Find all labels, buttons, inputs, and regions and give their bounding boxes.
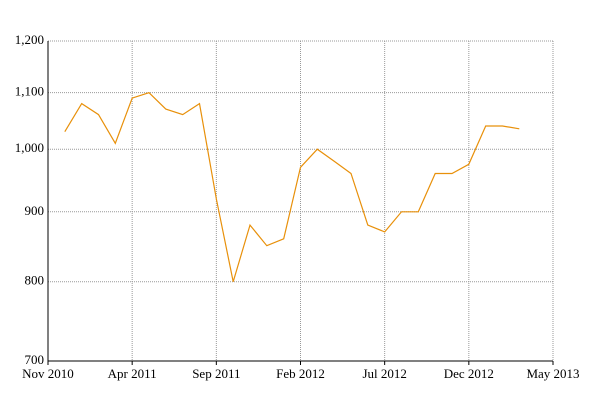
y-tick-label: 900 xyxy=(25,203,45,218)
y-tick-label: 1,100 xyxy=(15,84,44,99)
y-tick-label: 1,000 xyxy=(15,140,44,155)
x-tick-label: Jul 2012 xyxy=(362,366,406,381)
line-series xyxy=(64,92,520,282)
y-tick-label: 700 xyxy=(25,352,45,367)
x-tick-label: Dec 2012 xyxy=(444,366,494,381)
x-tick-label: May 2013 xyxy=(526,366,579,381)
x-tick-label: Apr 2011 xyxy=(108,366,157,381)
x-tick-label: Nov 2010 xyxy=(22,366,74,381)
y-tick-label: 1,200 xyxy=(15,32,44,47)
x-tick-label: Sep 2011 xyxy=(192,366,240,381)
x-tick-label: Feb 2012 xyxy=(276,366,325,381)
y-tick-label: 800 xyxy=(25,273,45,288)
